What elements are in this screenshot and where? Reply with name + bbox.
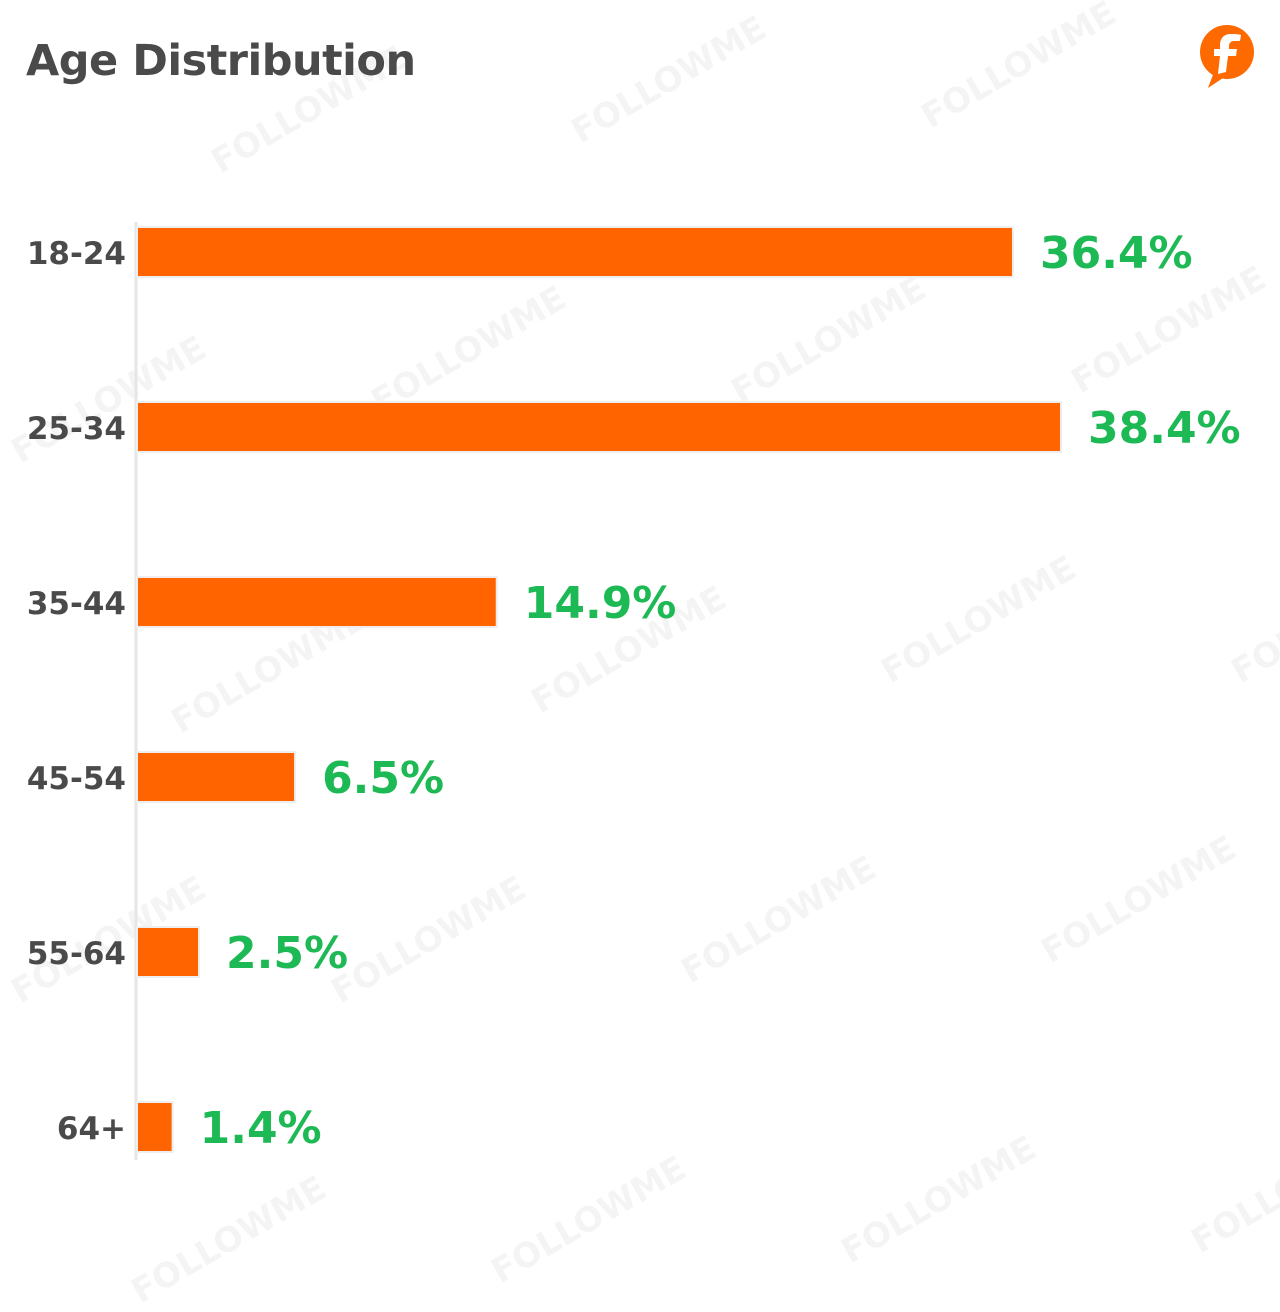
value-label: 1.4% — [200, 1103, 322, 1154]
bar — [138, 578, 496, 626]
bar — [138, 753, 295, 801]
category-label: 64+ — [57, 1111, 126, 1147]
bar — [138, 1103, 172, 1151]
bar — [138, 928, 199, 976]
chart-title: Age Distribution — [26, 36, 416, 86]
category-label: 25-34 — [27, 411, 126, 447]
value-label: 36.4% — [1040, 228, 1193, 279]
category-label: 45-54 — [27, 761, 126, 797]
value-label: 14.9% — [524, 578, 677, 629]
bar — [138, 228, 1012, 276]
category-label: 35-44 — [27, 586, 126, 622]
followme-f-logo-icon — [1196, 22, 1258, 92]
value-label: 6.5% — [322, 753, 444, 804]
bar — [138, 403, 1060, 451]
value-label: 2.5% — [226, 928, 348, 979]
category-label: 18-24 — [27, 236, 126, 272]
category-label: 55-64 — [27, 936, 126, 972]
value-label: 38.4% — [1088, 403, 1241, 454]
bar-chart: 18-24 36.4% 25-34 38.4% 35-44 14.9% 45-54 6.5% 5… — [27, 222, 1241, 1160]
